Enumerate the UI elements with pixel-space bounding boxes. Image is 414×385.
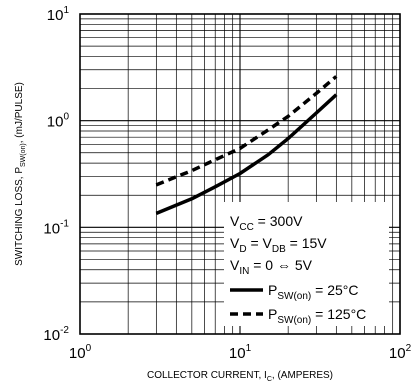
y-tick-label: 100	[47, 112, 70, 131]
condition-vd: VD = VDB = 15V	[230, 235, 327, 255]
series-line-25c	[155, 93, 338, 216]
series-line-125c	[155, 75, 338, 187]
legend-label-25c: PSW(on) = 25°C	[268, 282, 359, 302]
condition-vin: VIN = 0 ⇔ 5V	[230, 257, 313, 277]
x-tick-label: 101	[229, 343, 252, 362]
x-axis-label: COLLECTOR CURRENT, IC, (AMPERES)	[147, 370, 333, 383]
plot-frame	[79, 13, 401, 335]
legend-box	[224, 202, 389, 326]
y-tick-label: 10-1	[43, 218, 69, 237]
legend: VCC = 300V VD = VDB = 15V VIN = 0 ⇔ 5V P…	[230, 213, 366, 326]
y-tick-label: 10-2	[43, 325, 69, 344]
condition-vcc: VCC = 300V	[230, 213, 303, 233]
y-tick-label: 101	[47, 5, 70, 24]
y-axis-label: SWITCHING LOSS, PSW(on), (mJ/PULSE)	[14, 82, 27, 266]
x-tick-label: 102	[389, 343, 412, 362]
tick-labels: 100 101 102 10-2 10-1 100 101	[43, 5, 411, 362]
legend-label-125c: PSW(on) = 125°C	[268, 306, 366, 326]
x-tick-label: 100	[69, 343, 92, 362]
data-series	[155, 75, 338, 216]
